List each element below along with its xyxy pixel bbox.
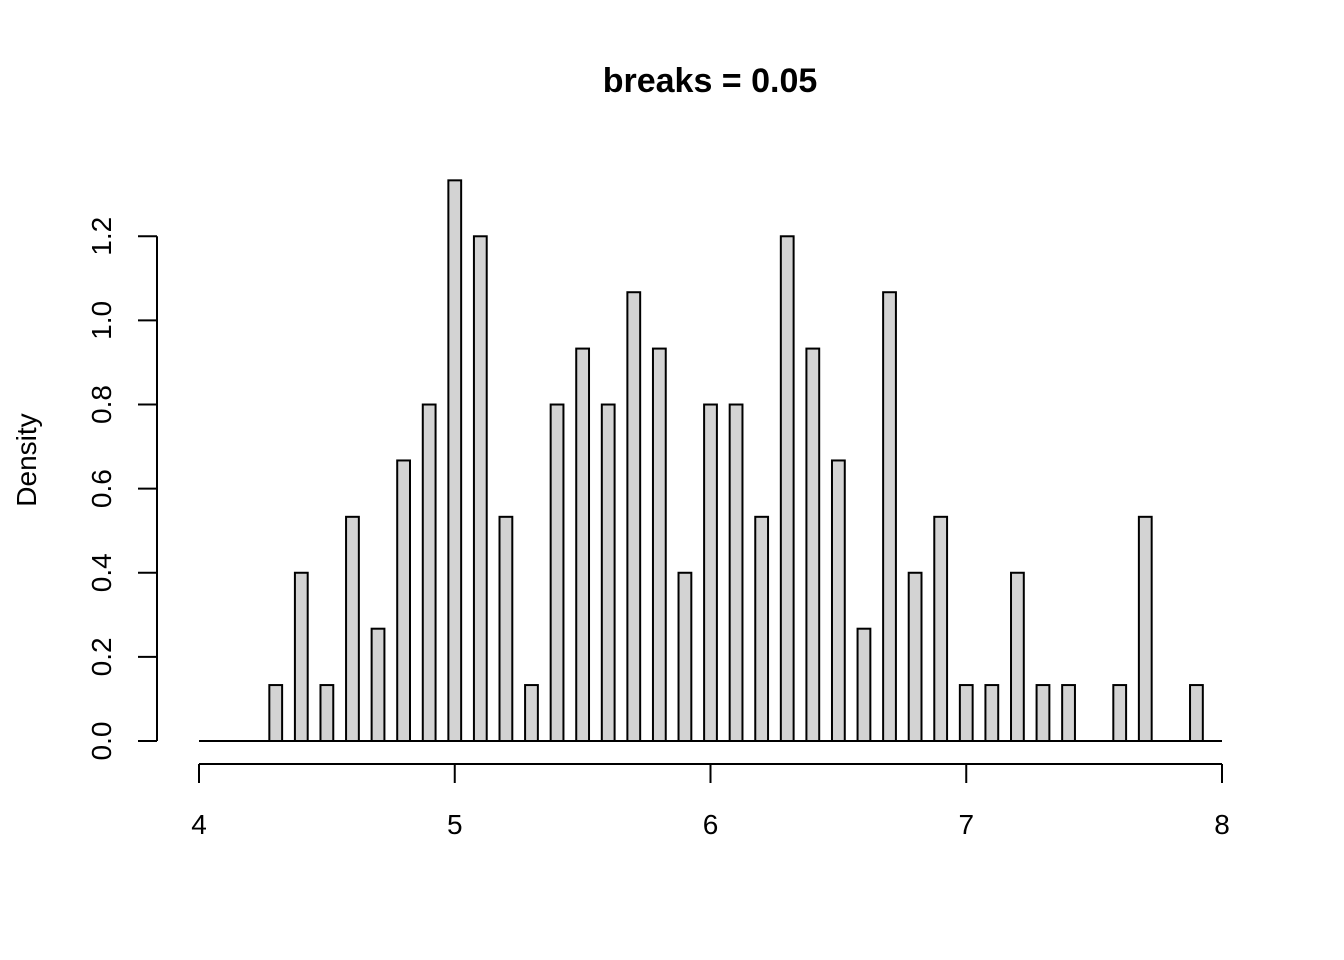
y-tick-label: 0.0 [86,722,117,761]
histogram-bar [1035,684,1051,742]
histogram-bar [728,403,744,742]
histogram-bar [549,403,565,742]
bars-group [268,179,1204,743]
histogram-bar [1137,515,1153,742]
y-axis-label: Density [11,413,42,506]
histogram-bar [472,235,488,742]
histogram-bar [268,684,284,742]
x-tick-label: 6 [703,809,719,840]
histogram-bar [830,459,846,742]
histogram-bar [882,291,897,742]
x-tick-label: 4 [191,809,207,840]
x-tick-label: 7 [958,809,974,840]
chart-title: breaks = 0.05 [603,62,818,100]
y-tick-label: 1.0 [86,301,117,340]
y-tick-label: 1.2 [86,217,117,256]
histogram-bar [754,515,770,742]
histogram-bar [319,684,335,742]
x-axis: 4 5 6 7 8 [191,763,1230,840]
histogram-bar [651,347,667,742]
y-tick-label: 0.2 [86,637,117,676]
histogram-bar [856,627,872,743]
y-tick-label: 0.6 [86,469,117,508]
histogram-bar [1112,684,1128,742]
histogram-bar [984,684,1000,742]
histogram-bar [703,403,718,742]
histogram-bar [396,459,411,742]
histogram-bar [677,571,693,743]
histogram-bar [1189,684,1204,742]
histogram-bar [498,515,514,742]
histogram-bar [524,684,539,742]
histogram-bar [805,347,821,742]
y-axis: 0.0 0.2 0.4 0.6 0.8 1.0 1.2 [86,217,158,761]
histogram-bar [779,235,795,742]
histogram-bar [345,515,360,742]
histogram-bar [421,403,437,742]
histogram-bar [447,179,463,742]
y-tick-label: 0.8 [86,385,117,424]
histogram-bar [626,291,642,742]
histogram-bar [1010,571,1025,743]
histogram-bar [370,627,386,743]
y-tick-label: 0.4 [86,553,117,592]
histogram-bar [1061,684,1076,742]
histogram-bar [293,571,309,743]
x-tick-label: 8 [1214,809,1230,840]
histogram-bar [575,347,591,742]
histogram-bar [958,684,974,742]
histogram-bar [907,571,923,743]
x-tick-label: 5 [447,809,463,840]
histogram-bar [600,403,616,742]
histogram-bar [933,515,949,742]
